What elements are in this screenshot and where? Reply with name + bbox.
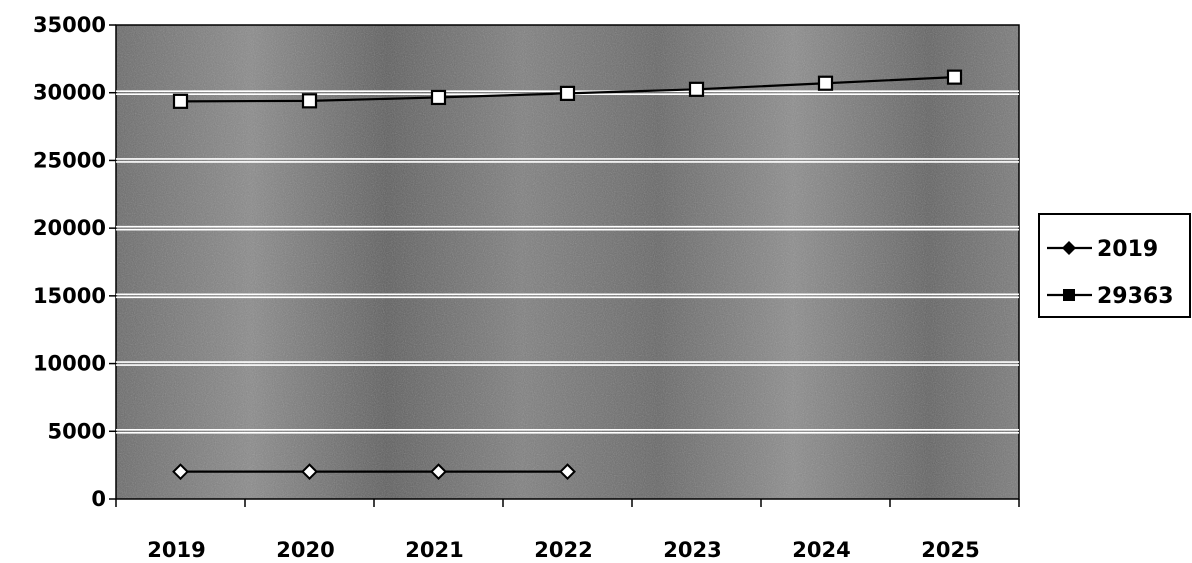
x-axis: 2019 2020 2021 2022 2023 2024 2025 [115,499,1020,562]
data-point [301,93,318,109]
series-layer [172,69,963,481]
data-point [172,463,189,481]
x-tick-label: 2023 [663,538,721,562]
y-tick-label: 30000 [33,81,106,105]
y-tick-label: 5000 [48,419,106,443]
y-tick-label: 20000 [33,216,106,240]
data-point [172,93,189,109]
plot-area [115,24,1020,500]
x-tick-label: 2022 [534,538,592,562]
x-tick-label: 2024 [792,538,850,562]
x-tick-label: 2020 [276,538,334,562]
data-point [559,85,576,101]
legend-label: 2019 [1097,237,1158,262]
y-tick-label: 10000 [33,352,106,376]
data-point [559,463,576,481]
x-tick-label: 2025 [921,538,979,562]
series-29363 [172,69,963,109]
x-tick-label: 2021 [405,538,463,562]
y-tick-label: 35000 [33,13,106,37]
legend-entry: 2019 [1047,237,1158,262]
data-point [946,69,963,85]
data-point [817,75,834,91]
legend: 2019 29363 [1038,213,1191,318]
plot-border [115,24,1020,500]
x-tick-label: 2019 [147,538,205,562]
gridlines [116,90,1019,434]
data-point [301,463,318,481]
legend-marker [1063,289,1075,301]
y-tick-label: 0 [91,487,106,511]
data-point [430,89,447,106]
series-2019 [172,463,576,481]
legend-label: 29363 [1097,284,1174,309]
legend-marker [1062,241,1076,255]
plot-texture [116,25,1019,499]
y-tick-label: 25000 [33,148,106,172]
data-point [430,463,447,481]
y-axis: 0 5000 10000 15000 20000 25000 30000 35000 [33,13,116,511]
y-tick-label: 15000 [33,284,106,308]
data-point [688,81,705,97]
legend-entry: 29363 [1047,284,1174,309]
